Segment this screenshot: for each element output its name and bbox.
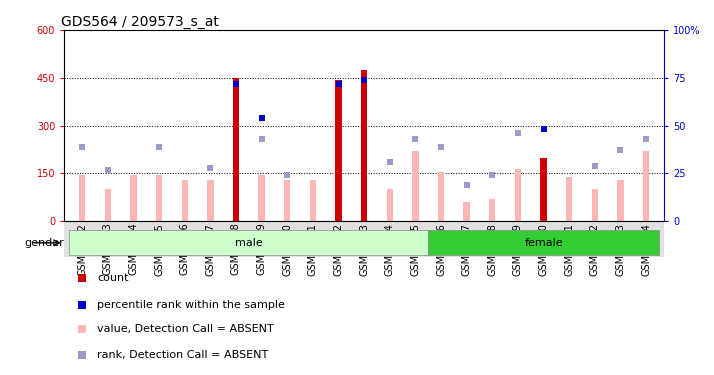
Bar [336,80,342,221]
Text: gender: gender [24,238,64,248]
Text: female: female [524,238,563,248]
Bar [156,175,162,221]
Bar [463,202,470,221]
Bar [361,70,367,221]
Bar [643,151,649,221]
Text: GDS564 / 209573_s_at: GDS564 / 209573_s_at [61,15,219,29]
Text: male: male [235,238,263,248]
Text: count: count [97,273,129,284]
Bar [592,189,598,221]
Text: rank, Detection Call = ABSENT: rank, Detection Call = ABSENT [97,350,268,360]
Bar [618,180,623,221]
Bar [540,158,547,221]
Bar [130,175,136,221]
Bar [105,189,111,221]
Bar [310,180,316,221]
Bar [386,189,393,221]
Bar [412,151,418,221]
Bar [69,230,428,255]
Bar [181,180,188,221]
Bar [428,230,659,255]
Bar [233,78,239,221]
Bar [515,169,521,221]
Bar [566,177,573,221]
Text: percentile rank within the sample: percentile rank within the sample [97,300,285,310]
Bar [284,180,291,221]
Bar [207,180,213,221]
Bar [489,199,496,221]
Bar [438,172,444,221]
Bar [258,175,265,221]
Bar [79,175,86,221]
Text: value, Detection Call = ABSENT: value, Detection Call = ABSENT [97,324,274,334]
